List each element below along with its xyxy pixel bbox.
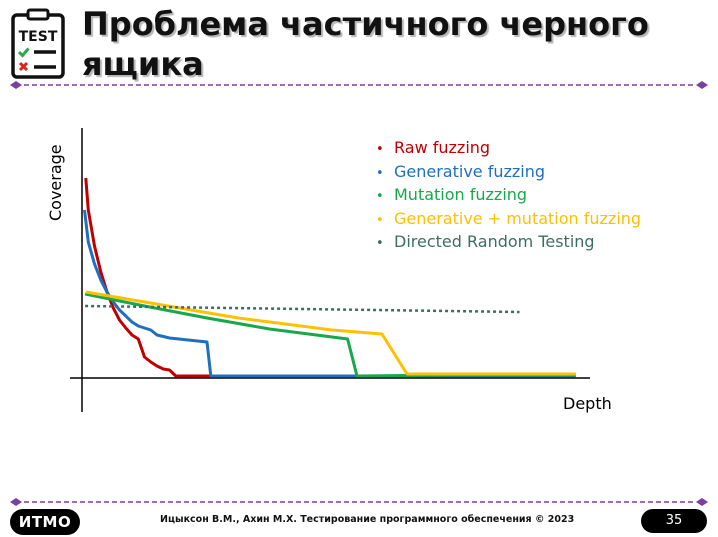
legend-bullet-icon: •	[376, 236, 384, 251]
legend-bullet-icon: •	[376, 142, 384, 157]
legend-label: Raw fuzzing	[394, 138, 491, 157]
legend-bullet-icon: •	[376, 165, 384, 181]
legend-item-directed-random-testing: • Directed Random Testing	[376, 231, 641, 255]
legend-item-generative-fuzzing: • Generative fuzzing	[376, 161, 641, 185]
legend-item-generative-mutation-fuzzing: • Generative + mutation fuzzing	[376, 208, 641, 232]
slide-title: Проблема частичного черного ящика	[82, 5, 649, 83]
coverage-depth-chart: Coverage Depth	[46, 128, 612, 413]
series-line-generative-mutation-fuzzing	[85, 290, 576, 376]
itmo-logo: ИTMO	[10, 509, 80, 535]
legend-label: Directed Random Testing	[394, 232, 595, 251]
legend-label: Generative + mutation fuzzing	[394, 208, 642, 228]
y-axis-label: Coverage	[46, 144, 65, 221]
chart-legend: • Raw fuzzing • Generative fuzzing • Mutation…	[376, 137, 641, 255]
page-number: 35	[641, 509, 707, 533]
legend-item-raw-fuzzing: • Raw fuzzing	[376, 137, 641, 161]
x-axis-label: Depth	[563, 394, 612, 413]
legend-item-mutation-fuzzing: • Mutation fuzzing	[376, 184, 641, 208]
bottom-divider	[10, 498, 708, 506]
test-icon-label: TEST	[19, 29, 58, 45]
top-divider	[10, 81, 708, 89]
series-line-raw-fuzzing	[84, 177, 282, 378]
footer-credits: Ицыксон В.М., Ахин М.Х. Тестирование про…	[160, 514, 575, 525]
series-layer	[83, 177, 576, 378]
legend-label: Mutation fuzzing	[394, 185, 528, 204]
legend-label: Generative fuzzing	[394, 161, 546, 181]
series-line-directed-random-testing	[85, 304, 520, 314]
test-checklist-icon: TEST	[11, 8, 65, 79]
series-line-generative-fuzzing	[83, 209, 576, 378]
legend-bullet-icon: •	[376, 212, 384, 228]
legend-bullet-icon: •	[376, 189, 384, 204]
